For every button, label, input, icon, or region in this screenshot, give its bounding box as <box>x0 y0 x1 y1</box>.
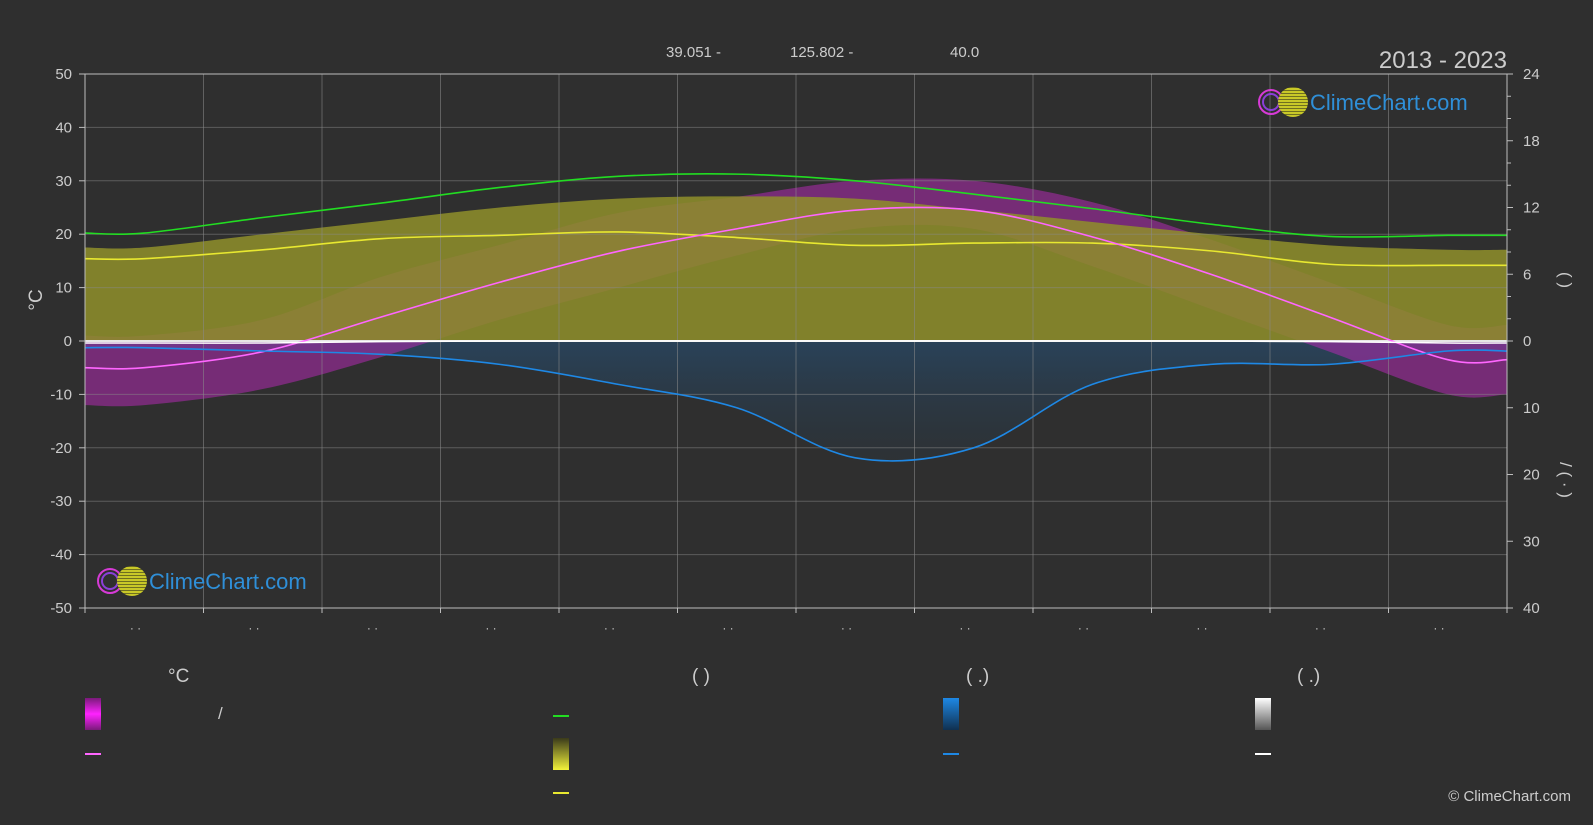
left-tick-label: 10 <box>55 280 72 297</box>
right-tick-label: 18 <box>1523 133 1540 150</box>
left-tick-label: -10 <box>50 386 72 403</box>
right-axis-bottom-label: / ( · ) <box>1556 462 1575 498</box>
legend-snow-mean-line <box>1255 753 1271 755</box>
copyright-text: © ClimeChart.com <box>1448 788 1571 805</box>
legend-temp-range-swatch <box>85 698 101 730</box>
latitude-label: 39.051 - <box>666 44 721 61</box>
month-tick-label: · · <box>604 621 615 635</box>
month-tick-label: · · <box>1196 621 1207 635</box>
logo-text: ClimeChart.com <box>1310 90 1468 115</box>
logo-text: ClimeChart.com <box>149 569 307 594</box>
right-tick-label: 24 <box>1523 66 1540 83</box>
right-tick-label: 20 <box>1523 467 1540 484</box>
snowfall_mean-line <box>85 340 1507 344</box>
right-tick-label: 10 <box>1523 400 1540 417</box>
month-tick-label: · · <box>130 621 141 635</box>
left-tick-label: 20 <box>55 226 72 243</box>
elevation-label: 40.0 <box>950 44 979 61</box>
longitude-label: 125.802 - <box>790 44 853 61</box>
month-tick-label: · · <box>1315 621 1326 635</box>
legend-rain-header: ( .) <box>966 666 990 687</box>
left-tick-label: -50 <box>50 600 72 617</box>
legend-snow-swatch <box>1255 698 1271 730</box>
legend-temp-mean-line <box>85 753 101 755</box>
brand-logo-bottom: ClimeChart.com <box>97 565 307 599</box>
right-tick-label: 40 <box>1523 600 1540 617</box>
legend-temp-header: °C <box>168 666 190 687</box>
year-range: 2013 - 2023 <box>1379 47 1507 74</box>
legend-snow-header: ( .) <box>1297 666 1321 687</box>
brand-logo-top: ClimeChart.com <box>1258 86 1468 120</box>
left-tick-label: 40 <box>55 119 72 136</box>
left-tick-label: 30 <box>55 173 72 190</box>
series-lines <box>85 173 1507 462</box>
left-axis-unit: °C <box>26 289 47 310</box>
left-tick-label: -20 <box>50 440 72 457</box>
month-tick-label: · · <box>367 621 378 635</box>
month-tick-label: · · <box>485 621 496 635</box>
right-tick-label: 12 <box>1523 200 1540 217</box>
left-tick-label: -40 <box>50 547 72 564</box>
right-tick-label: 6 <box>1523 266 1531 283</box>
right-tick-label: 0 <box>1523 333 1531 350</box>
right-tick-label: 30 <box>1523 533 1540 550</box>
temperature_mean-line <box>85 206 1507 370</box>
logo-icon <box>1258 86 1308 120</box>
legend-daylight-line <box>553 715 569 717</box>
legend-sunshine-mean-line <box>553 792 569 794</box>
sunshine_mean-line <box>85 231 1507 267</box>
left-tick-label: 0 <box>64 333 72 350</box>
legend-temp-slash: / <box>218 704 223 723</box>
month-tick-label: · · <box>841 621 852 635</box>
legend-sun-header: ( ) <box>692 666 710 687</box>
legend-sunshine-swatch <box>553 738 569 770</box>
right-axis-top-label: ( ) <box>1556 272 1575 288</box>
month-tick-label: · · <box>722 621 733 635</box>
logo-icon <box>97 565 147 599</box>
axes: 50 40 30 20 10 0 -10 -20 -30 -40 -50 24 18 12 6 0 10 20 30… <box>50 66 1539 635</box>
month-tick-label: · · <box>1078 621 1089 635</box>
precipitation_mean-line <box>85 346 1507 462</box>
left-tick-label: 50 <box>55 66 72 83</box>
legend-precip-swatch <box>943 698 959 730</box>
legend-precip-mean-line <box>943 753 959 755</box>
daylight-line <box>85 173 1507 238</box>
month-tick-label: · · <box>959 621 970 635</box>
month-tick-label: · · <box>248 621 259 635</box>
month-tick-label: · · <box>1433 621 1444 635</box>
left-tick-label: -30 <box>50 493 72 510</box>
